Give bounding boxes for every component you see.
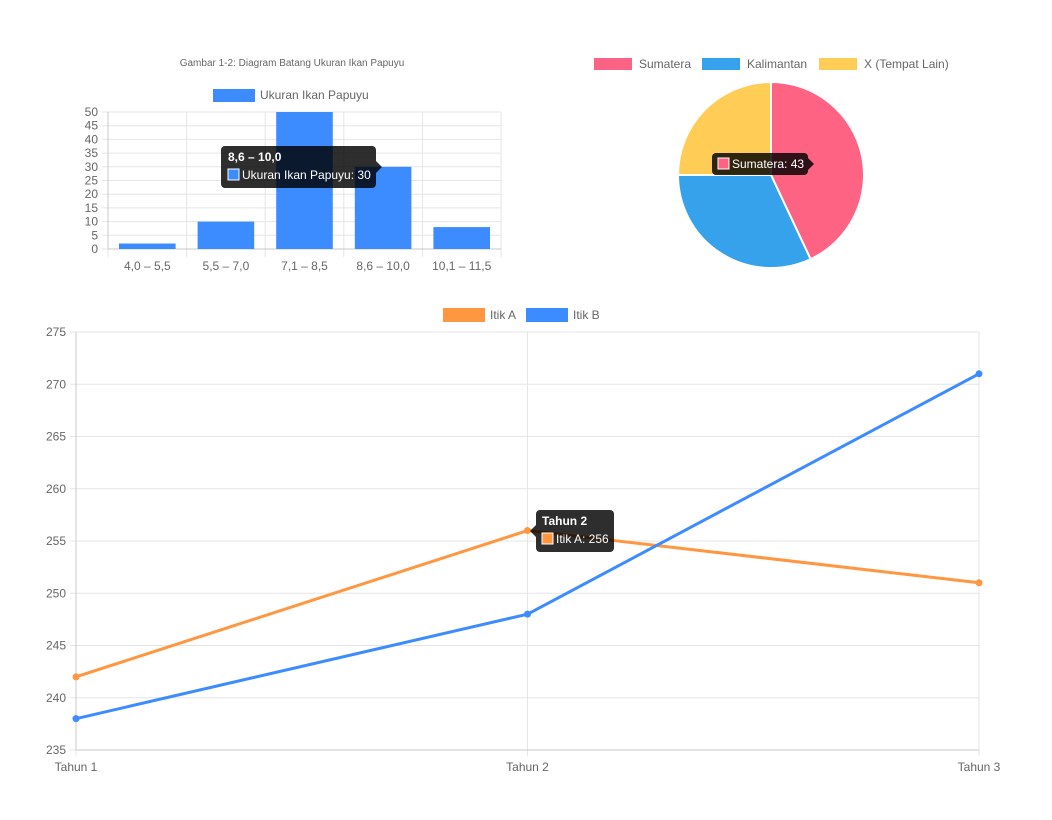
line-tooltip-label: Itik A: 256: [556, 532, 609, 546]
bar-y-tick-label: 20: [85, 187, 99, 201]
bar: [198, 222, 255, 249]
bar-y-tick-label: 40: [85, 132, 99, 146]
line-point: [73, 715, 80, 722]
line-tooltip-caret: [530, 525, 536, 537]
bar-legend-swatch: [213, 89, 255, 102]
bar-y-tick-label: 50: [85, 105, 99, 119]
bar-x-ticks: 4,0 – 5,5 5,5 – 7,0 7,1 – 8,5 8,6 – 10,0 10,…: [124, 259, 492, 273]
line-x-tick-label: Tahun 3: [958, 760, 1001, 774]
bar-y-tick-label: 25: [85, 174, 99, 188]
pie-legend-label: X (Tempat Lain): [864, 57, 949, 71]
line-tooltip: Tahun 2 Itik A: 256: [530, 510, 614, 552]
bar-y-tick-label: 10: [85, 215, 99, 229]
line-legend: Itik A Itik B: [443, 308, 600, 322]
line-point: [73, 673, 80, 680]
bar-y-tick-label: 30: [85, 160, 99, 174]
pie-legend-swatch: [594, 58, 632, 70]
line-x-tick-label: Tahun 1: [55, 760, 98, 774]
pie-legend: Sumatera Kalimantan X (Tempat Lain): [594, 57, 949, 71]
line-legend-swatch: [526, 308, 568, 322]
pie-legend-swatch: [819, 58, 857, 70]
bar-x-tick-label: 7,1 – 8,5: [281, 259, 328, 273]
line-y-ticks: 235 240 245 250 255 260 265 270 275: [46, 325, 66, 757]
line-y-tick-label: 235: [46, 743, 66, 757]
line-x-tick-label: Tahun 2: [506, 760, 549, 774]
pie-tooltip-label: Sumatera: 43: [732, 157, 804, 171]
bar-y-tick-label: 0: [91, 242, 98, 256]
pie-legend-label: Sumatera: [639, 57, 691, 71]
line-grid: [70, 332, 979, 756]
bar-tooltip-label: Ukuran Ikan Papuyu: 30: [242, 168, 371, 182]
bar-chart-title: Gambar 1-2: Diagram Batang Ukuran Ikan P…: [180, 58, 405, 69]
bar-x-tick-label: 4,0 – 5,5: [124, 259, 171, 273]
bar-x-tick-label: 5,5 – 7,0: [203, 259, 250, 273]
bar-tooltip-title: 8,6 – 10,0: [228, 150, 282, 164]
bar-y-tick-label: 35: [85, 146, 99, 160]
line-y-tick-label: 275: [46, 325, 66, 339]
bar-y-tick-label: 5: [91, 228, 98, 242]
bar-x-tick-label: 8,6 – 10,0: [356, 259, 410, 273]
line-y-tick-label: 245: [46, 639, 66, 653]
line-y-tick-label: 250: [46, 586, 66, 600]
bar-y-tick-label: 15: [85, 201, 99, 215]
bar-y-tick-label: 45: [85, 119, 99, 133]
line-legend-label: Itik B: [573, 308, 600, 322]
pie-tooltip: Sumatera: 43: [712, 153, 814, 175]
line-tooltip-swatch: [542, 533, 553, 544]
line-legend-label: Itik A: [490, 308, 516, 322]
line-point: [524, 611, 531, 618]
line-tooltip-title: Tahun 2: [542, 514, 587, 528]
line-y-tick-label: 240: [46, 691, 66, 705]
bar-chart: Gambar 1-2: Diagram Batang Ukuran Ikan P…: [85, 58, 501, 273]
line-y-tick-label: 270: [46, 377, 66, 391]
bar-legend-label: Ukuran Ikan Papuyu: [260, 88, 369, 102]
line-point: [976, 370, 983, 377]
pie-chart: Sumatera Kalimantan X (Tempat Lain) Sumate…: [594, 57, 949, 268]
line-y-tick-label: 255: [46, 534, 66, 548]
bar: [119, 244, 176, 249]
line-y-tick-label: 260: [46, 482, 66, 496]
line-chart: Itik A Itik B 235 240 245 250 255 260 265 270 275…: [46, 308, 1001, 774]
pie-tooltip-swatch: [718, 158, 729, 169]
bar: [433, 227, 490, 249]
bar-tooltip-swatch: [228, 169, 239, 180]
line-y-tick-label: 265: [46, 430, 66, 444]
line-point: [524, 527, 531, 534]
pie-legend-label: Kalimantan: [747, 57, 807, 71]
bar-x-tick-label: 10,1 – 11,5: [432, 259, 491, 273]
bar-tooltip: 8,6 – 10,0 Ukuran Ikan Papuyu: 30: [221, 146, 382, 188]
line-legend-swatch: [443, 308, 485, 322]
line-point: [976, 579, 983, 586]
bar-legend[interactable]: Ukuran Ikan Papuyu: [213, 88, 369, 102]
line-x-ticks: Tahun 1 Tahun 2 Tahun 3: [55, 760, 1001, 774]
pie-legend-swatch: [702, 58, 740, 70]
